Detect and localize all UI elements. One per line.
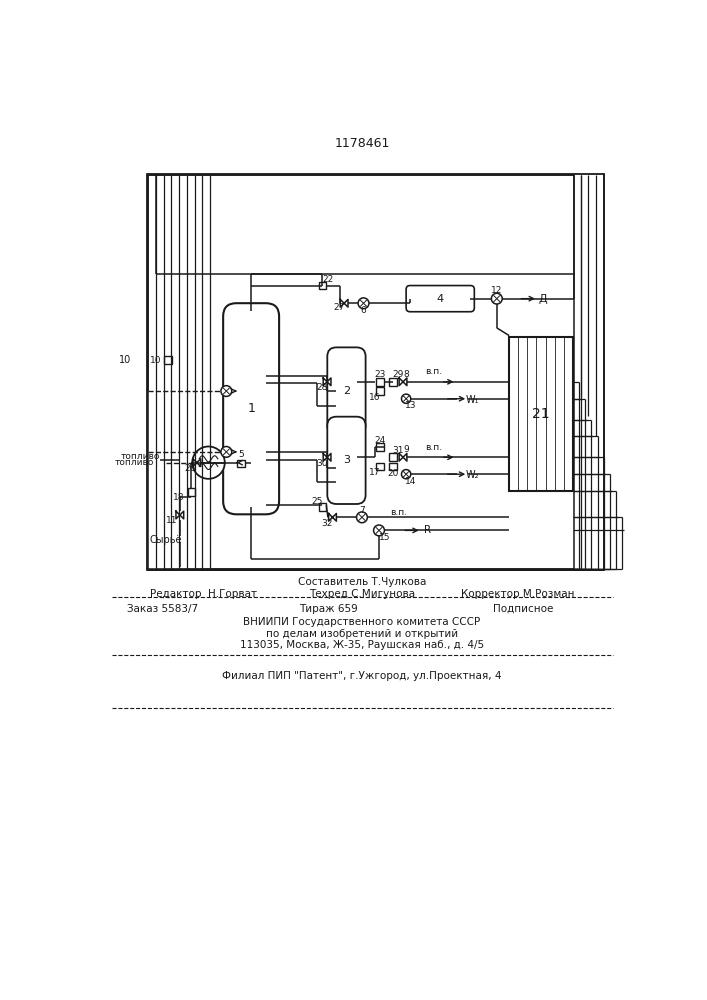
Text: R: R: [424, 525, 431, 535]
Text: 15: 15: [379, 533, 390, 542]
Bar: [319, 503, 327, 511]
Text: топливо: топливо: [115, 458, 154, 467]
Bar: [376, 387, 384, 395]
Text: 7: 7: [359, 506, 365, 515]
Text: Редактор  Н.Горват: Редактор Н.Горват: [151, 589, 257, 599]
Bar: [146, 174, 604, 570]
Text: W₁: W₁: [466, 395, 479, 405]
Text: 17: 17: [369, 468, 381, 477]
Text: 16: 16: [369, 393, 381, 402]
Text: 31: 31: [392, 446, 404, 455]
Text: Сырьё: Сырьё: [150, 535, 182, 545]
Circle shape: [192, 446, 225, 479]
Circle shape: [358, 298, 369, 309]
Circle shape: [356, 512, 368, 523]
Bar: [389, 378, 397, 386]
Text: Составитель Т.Чулкова: Составитель Т.Чулкова: [298, 577, 426, 587]
Text: 3: 3: [343, 455, 350, 465]
Bar: [389, 453, 397, 461]
Text: 10: 10: [119, 355, 131, 365]
Bar: [376, 463, 384, 470]
Circle shape: [402, 470, 411, 479]
Text: 113035, Москва, Ж-35, Раушская наб., д. 4/5: 113035, Москва, Ж-35, Раушская наб., д. …: [240, 640, 484, 650]
Text: 23: 23: [374, 370, 385, 379]
Text: 10: 10: [150, 356, 161, 365]
Text: 4: 4: [437, 294, 444, 304]
Text: Подписное: Подписное: [493, 604, 554, 614]
Text: 30: 30: [316, 459, 327, 468]
Text: 26: 26: [185, 464, 196, 473]
Text: в.п.: в.п.: [390, 508, 407, 517]
Bar: [164, 356, 172, 364]
Text: 1: 1: [247, 402, 255, 415]
Bar: [389, 463, 397, 470]
Text: Заказ 5583/7: Заказ 5583/7: [127, 604, 198, 614]
FancyBboxPatch shape: [327, 417, 366, 504]
Text: W₂: W₂: [466, 470, 479, 480]
Text: 27: 27: [333, 303, 344, 312]
Text: Тираж 659: Тираж 659: [299, 604, 358, 614]
Circle shape: [491, 293, 502, 304]
Circle shape: [373, 525, 385, 536]
Circle shape: [221, 446, 232, 457]
Text: 28: 28: [316, 383, 327, 392]
Text: топливо: топливо: [121, 452, 160, 461]
Circle shape: [221, 386, 232, 396]
Bar: [509, 337, 573, 491]
Text: 20: 20: [387, 469, 399, 478]
Text: 5: 5: [238, 450, 244, 459]
Text: 25: 25: [311, 497, 322, 506]
Text: 32: 32: [322, 519, 333, 528]
FancyBboxPatch shape: [327, 347, 366, 435]
FancyBboxPatch shape: [223, 303, 279, 514]
Text: 9: 9: [403, 445, 409, 454]
Text: 1178461: 1178461: [334, 137, 390, 150]
Text: 6: 6: [361, 306, 366, 315]
Text: 11: 11: [166, 516, 178, 525]
Bar: [237, 460, 245, 467]
Text: Техред С.Мигунова: Техред С.Мигунова: [309, 589, 415, 599]
Text: 29: 29: [392, 370, 403, 379]
Text: 8: 8: [403, 370, 409, 379]
Text: 21: 21: [532, 407, 550, 421]
Text: Д: Д: [538, 294, 547, 304]
Text: 2: 2: [343, 386, 350, 396]
Bar: [376, 378, 384, 386]
Text: 12: 12: [491, 286, 503, 295]
Text: 13: 13: [405, 401, 416, 410]
Bar: [376, 443, 384, 451]
Text: 18: 18: [173, 493, 185, 502]
Text: по делам изобретений и открытий: по делам изобретений и открытий: [266, 629, 458, 639]
Text: в.п.: в.п.: [425, 367, 442, 376]
Bar: [319, 282, 327, 289]
Text: 14: 14: [405, 477, 416, 486]
Bar: [187, 488, 195, 496]
FancyBboxPatch shape: [406, 286, 474, 312]
Text: 24: 24: [374, 436, 385, 445]
Text: 22: 22: [322, 275, 334, 284]
Text: Филиал ПИП "Патент", г.Ужгород, ул.Проектная, 4: Филиал ПИП "Патент", г.Ужгород, ул.Проек…: [222, 671, 502, 681]
Circle shape: [402, 394, 411, 403]
Text: в.п.: в.п.: [425, 443, 442, 452]
Text: ВНИИПИ Государственного комитета СССР: ВНИИПИ Государственного комитета СССР: [243, 617, 481, 627]
Text: Корректор М.Розман: Корректор М.Розман: [461, 589, 574, 599]
